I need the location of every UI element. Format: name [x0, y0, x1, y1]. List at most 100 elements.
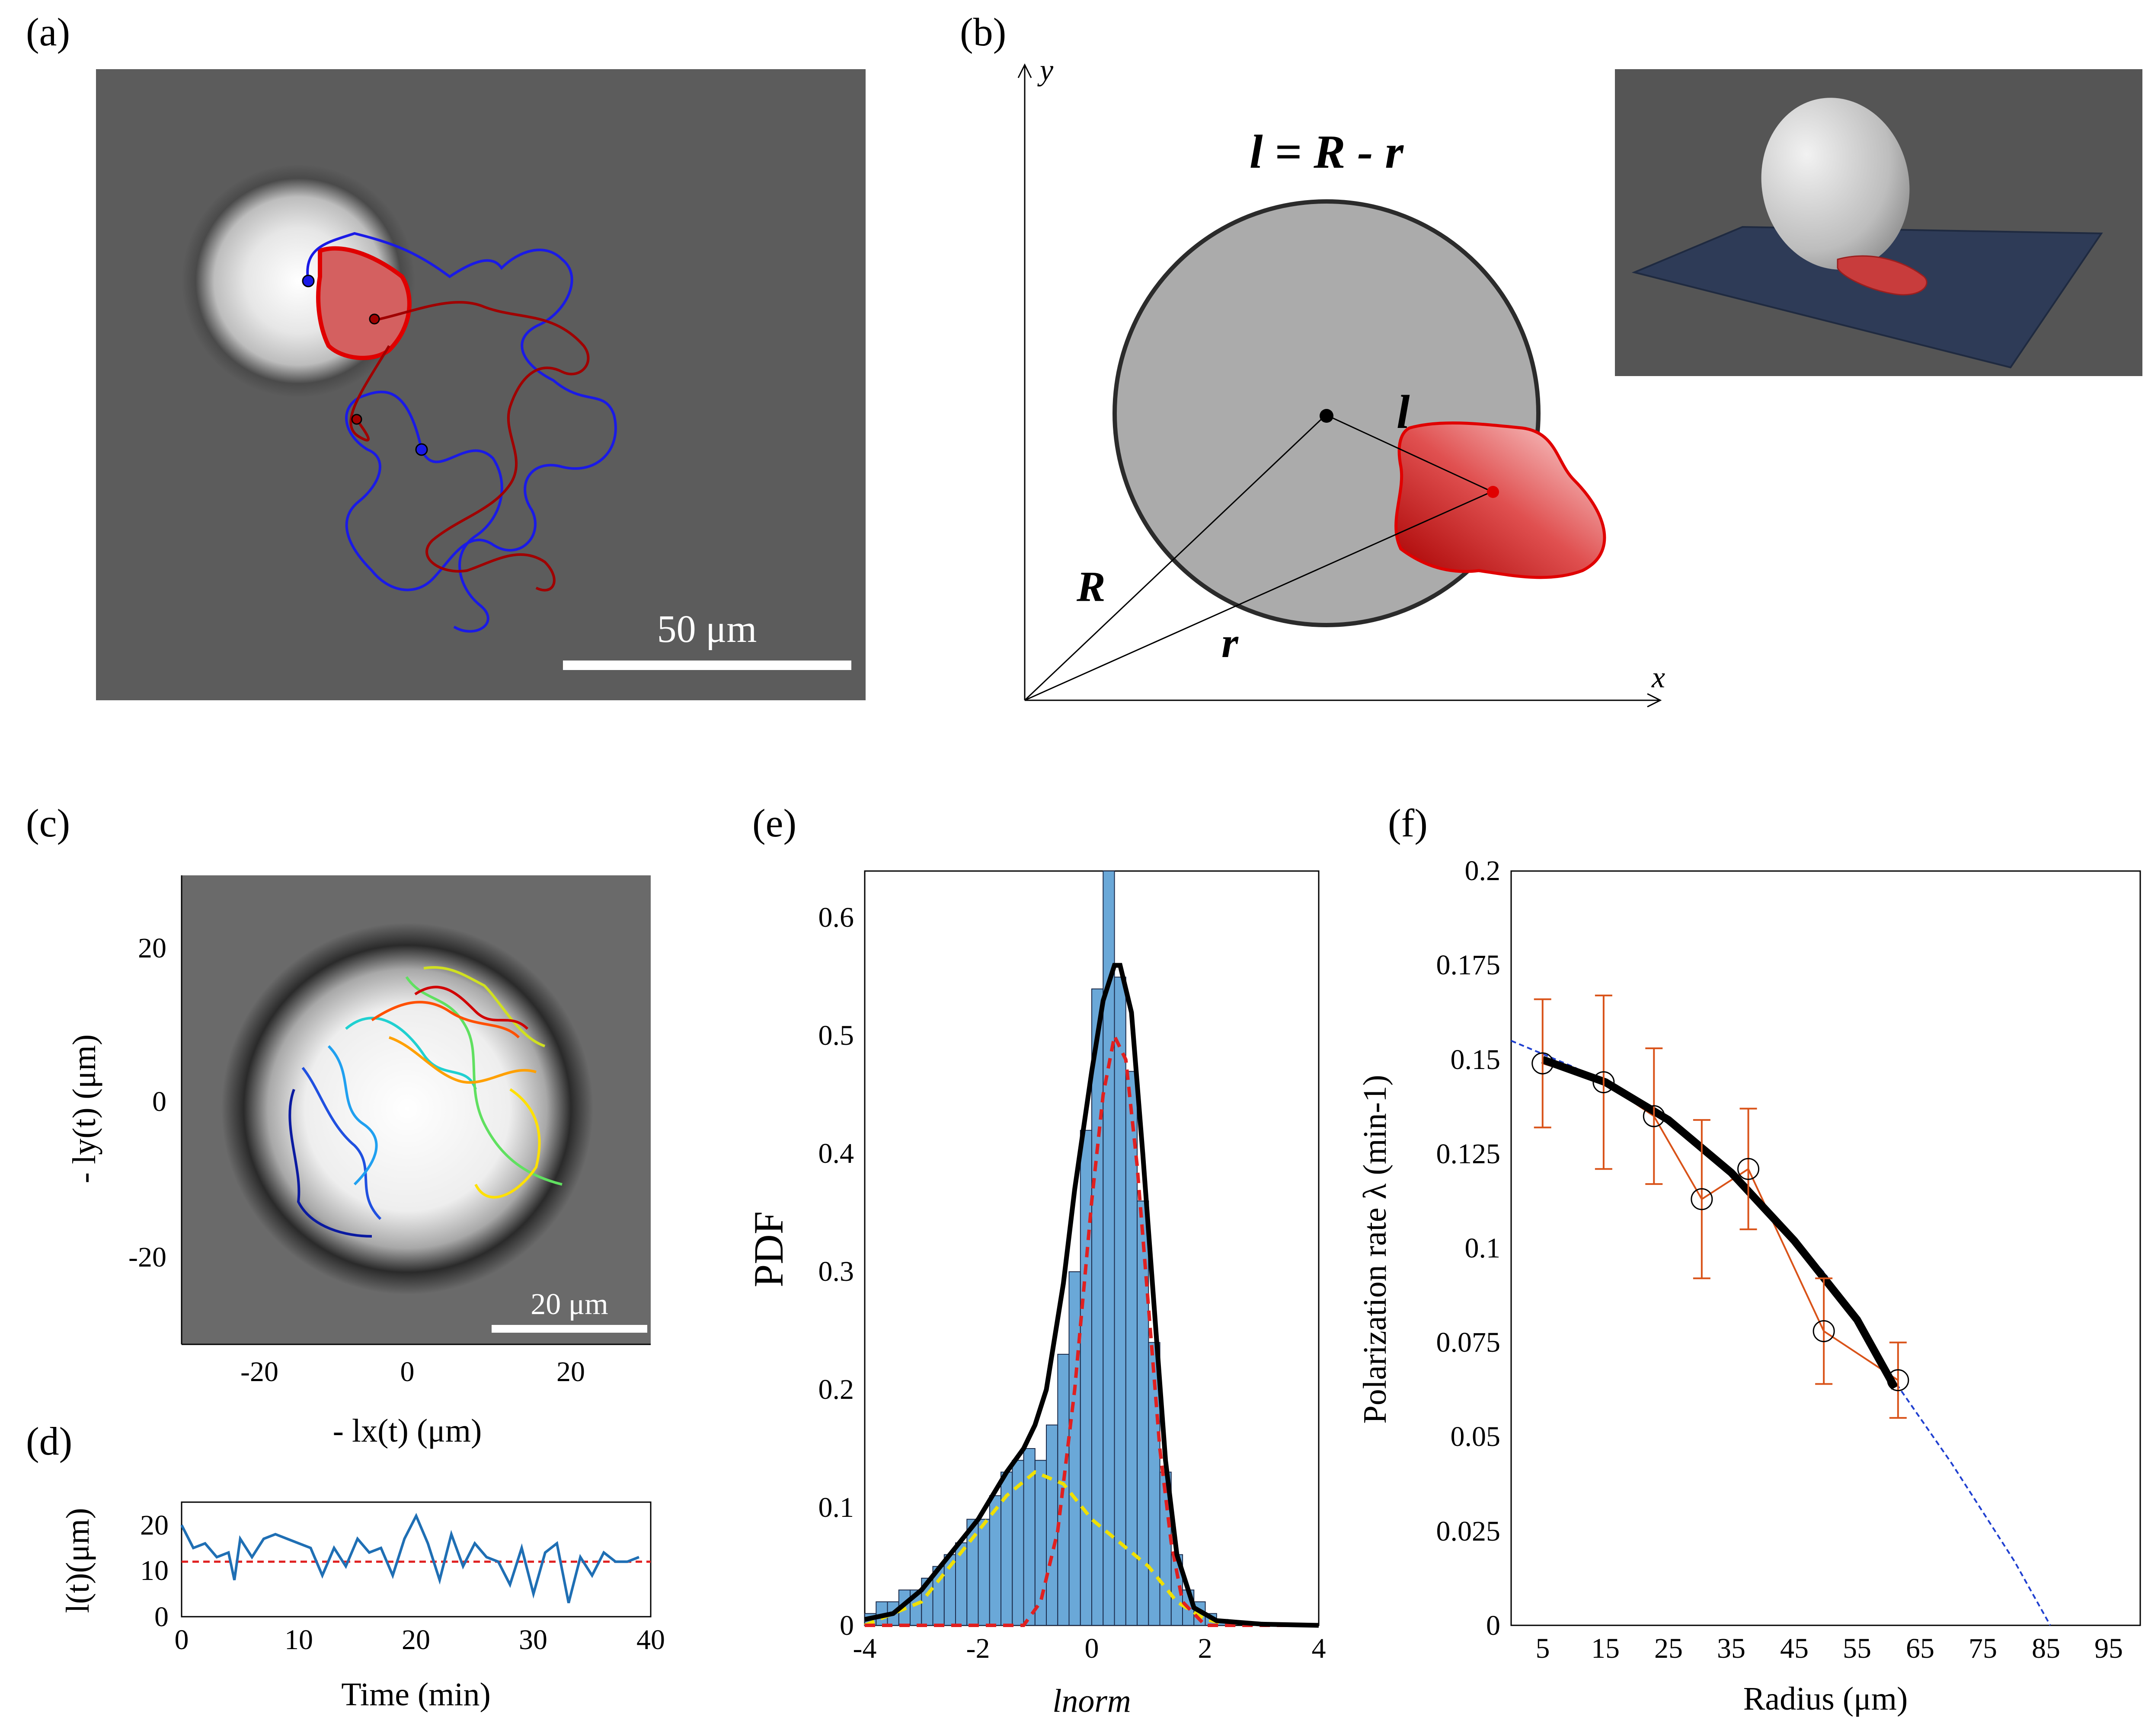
colored-trajectory	[288, 966, 563, 1238]
panel-d: (d) 0 10 20 30 40 20 10 0 Time (min) l(t…	[26, 1419, 665, 1713]
e-ytick-0: 0	[840, 1610, 854, 1641]
f-measured-line	[1542, 1063, 1899, 1381]
e-ytick-6: 0.6	[818, 902, 854, 933]
panel-e-label: (e)	[752, 801, 796, 845]
symbol-R: R	[1076, 562, 1106, 610]
panel-a: (a) 50 μm	[26, 10, 866, 700]
panel-c: (c) 20 μm -20 0 20 20 0 -20 - lx(t) (μm)…	[26, 801, 651, 1449]
cell-center-dot	[1487, 486, 1499, 498]
vector-r	[1024, 493, 1488, 701]
render-3d-substrate	[1631, 226, 2103, 369]
f-plot-area	[1511, 994, 2051, 1626]
f-data-point	[1691, 1188, 1713, 1210]
scalebar-c	[492, 1325, 647, 1333]
panel-e: (e) -4 -2 0 2 4 0 0.1 0.2 0.3 0.4 0.5 0.…	[745, 801, 1326, 1719]
axis-x-label: x	[1651, 661, 1665, 694]
equation-label: l = R - r	[1250, 125, 1404, 178]
panel-c-label: (c)	[26, 801, 70, 845]
f-ytick-7: 0.175	[1436, 949, 1501, 981]
scalebar-c-label: 20 μm	[531, 1288, 608, 1321]
panel-f-label: (f)	[1388, 801, 1428, 845]
c-ytick-2: -20	[128, 1241, 166, 1273]
panel-a-label: (a)	[26, 10, 70, 54]
f-ytick-2: 0.05	[1451, 1421, 1501, 1452]
scalebar-a-label: 50 μm	[657, 608, 757, 651]
d-series-line	[180, 1513, 639, 1603]
y-axis-arrow	[1017, 63, 1032, 78]
e-total-fit-line	[864, 963, 1319, 1628]
x-axis-arrow	[1647, 693, 1662, 708]
d-xtick-2: 20	[402, 1624, 430, 1656]
panel-d-label: (d)	[26, 1419, 72, 1463]
e-histogram-bar	[989, 1495, 1002, 1626]
d-xtick-0: 0	[175, 1624, 189, 1656]
f-ytick-8: 0.2	[1465, 855, 1501, 887]
e-histogram-bar	[1125, 1071, 1138, 1626]
f-data-point	[1592, 1071, 1615, 1094]
f-ylabel: Polarization rate λ (min-1)	[1357, 1075, 1393, 1423]
render-3d-sphere	[1761, 98, 1910, 270]
e-xtick-2: 0	[1085, 1633, 1099, 1664]
f-data-point	[1813, 1320, 1835, 1342]
f-xtick-8: 85	[2032, 1633, 2060, 1664]
d-ytick-2: 0	[154, 1601, 169, 1633]
panel-b: (b) y x l = R - r l R r	[960, 10, 2142, 708]
red-start-marker	[369, 313, 380, 325]
e-xtick-0: -4	[853, 1633, 877, 1664]
f-xtick-1: 15	[1591, 1633, 1620, 1664]
f-xtick-5: 55	[1843, 1633, 1871, 1664]
e-ytick-5: 0.5	[818, 1020, 854, 1051]
c-xtick-1: 0	[400, 1356, 415, 1388]
f-xticks: 5 15 25 35 45 55 65 75 85 95	[1536, 1633, 2123, 1664]
sphere-center-dot	[1320, 409, 1333, 423]
e-ytick-4: 0.4	[818, 1138, 854, 1169]
c-ylabel: - ly(t) (μm)	[66, 1034, 102, 1184]
f-model-fit-line	[1541, 1056, 1899, 1390]
d-xtick-4: 40	[636, 1624, 665, 1656]
f-extrapolation-line	[1511, 1040, 2051, 1626]
e-histogram-bar	[1114, 976, 1126, 1626]
f-xtick-7: 75	[1969, 1633, 1997, 1664]
c-xtick-2: 20	[556, 1356, 585, 1388]
plot-frame-f	[1510, 870, 2141, 1626]
e-histogram-bar	[1068, 1271, 1081, 1626]
cell-outline	[316, 246, 412, 361]
axis-y-label: y	[1037, 54, 1054, 87]
d-ylabel: l(t)(μm)	[60, 1508, 96, 1613]
render-3d-cell	[1837, 255, 1928, 296]
e-ytick-3: 0.3	[818, 1256, 854, 1287]
f-xlabel: Radius (μm)	[1743, 1681, 1908, 1717]
f-ytick-0: 0	[1486, 1610, 1500, 1641]
panel-f: (f) 5 15 25 35 45 55 65 75 85 95 0 0.025…	[1357, 801, 2141, 1717]
f-xtick-2: 25	[1654, 1633, 1683, 1664]
e-ylabel: PDF	[745, 1211, 792, 1287]
scalebar-a	[563, 661, 851, 670]
f-ytick-6: 0.15	[1451, 1044, 1501, 1075]
e-xtick-1: -2	[966, 1633, 990, 1664]
d-xtick-3: 30	[519, 1624, 547, 1656]
e-histogram-bar	[955, 1542, 968, 1626]
f-data-point	[1643, 1105, 1665, 1127]
f-xtick-4: 45	[1780, 1633, 1809, 1664]
d-plot-area	[180, 1513, 651, 1603]
symbol-l: l	[1397, 386, 1410, 438]
panel-b-label: (b)	[960, 10, 1006, 54]
e-xtick-3: 2	[1198, 1633, 1212, 1664]
f-xtick-0: 5	[1536, 1633, 1550, 1664]
plot-frame-d	[181, 1501, 652, 1618]
blue-start-marker	[302, 274, 315, 287]
c-ytick-1: 0	[152, 1086, 166, 1117]
d-xlabel: Time (min)	[341, 1676, 491, 1713]
c-xtick-0: -20	[240, 1356, 278, 1388]
e-histogram-bar	[1034, 1460, 1047, 1626]
symbol-r: r	[1221, 619, 1239, 667]
d-ytick-1: 10	[140, 1555, 169, 1586]
f-ytick-3: 0.075	[1436, 1327, 1501, 1358]
microscopy-image-a	[96, 69, 866, 700]
f-ytick-1: 0.025	[1436, 1516, 1501, 1547]
f-xtick-9: 95	[2094, 1633, 2123, 1664]
hydrogel-sphere-c	[221, 923, 593, 1295]
red-end-marker	[351, 414, 362, 425]
e-plot-area	[864, 871, 1319, 1628]
